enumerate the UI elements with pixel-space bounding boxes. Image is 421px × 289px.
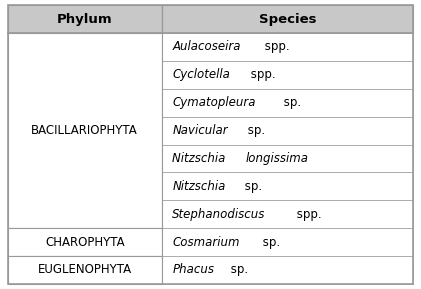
Bar	[162, 61, 413, 89]
Text: Stephanodiscus: Stephanodiscus	[172, 208, 266, 221]
Text: Nitzschia: Nitzschia	[172, 180, 226, 193]
Text: Nitzschia: Nitzschia	[172, 152, 229, 165]
Text: Cosmarium: Cosmarium	[172, 236, 240, 249]
Bar	[8, 5, 162, 33]
Text: sp.: sp.	[280, 96, 301, 109]
Text: Cyclotella: Cyclotella	[172, 68, 230, 81]
Text: Species: Species	[259, 13, 316, 26]
Text: sp.: sp.	[241, 180, 262, 193]
Text: Aulacoseira: Aulacoseira	[172, 40, 241, 53]
Text: spp.: spp.	[247, 68, 276, 81]
Text: spp.: spp.	[261, 40, 289, 53]
Text: CHAROPHYTA: CHAROPHYTA	[45, 236, 125, 249]
Bar	[162, 200, 413, 228]
Text: sp.: sp.	[259, 236, 280, 249]
Text: sp.: sp.	[226, 263, 248, 276]
Text: EUGLENOPHYTA: EUGLENOPHYTA	[37, 263, 132, 276]
Text: Navicular: Navicular	[172, 124, 228, 137]
Text: Phylum: Phylum	[57, 13, 112, 26]
Bar	[162, 89, 413, 117]
Bar	[8, 228, 162, 256]
Bar	[8, 256, 162, 284]
Bar	[162, 33, 413, 61]
Bar	[162, 5, 413, 33]
Bar	[162, 144, 413, 172]
Text: longissima: longissima	[246, 152, 309, 165]
Bar	[162, 117, 413, 144]
Text: BACILLARIOPHYTA: BACILLARIOPHYTA	[31, 124, 138, 137]
Bar	[162, 172, 413, 200]
Text: Phacus: Phacus	[172, 263, 214, 276]
Bar	[162, 228, 413, 256]
Text: Cymatopleura: Cymatopleura	[172, 96, 256, 109]
Text: spp.: spp.	[293, 208, 321, 221]
Bar	[162, 256, 413, 284]
Text: sp.: sp.	[244, 124, 265, 137]
Bar	[8, 33, 162, 228]
